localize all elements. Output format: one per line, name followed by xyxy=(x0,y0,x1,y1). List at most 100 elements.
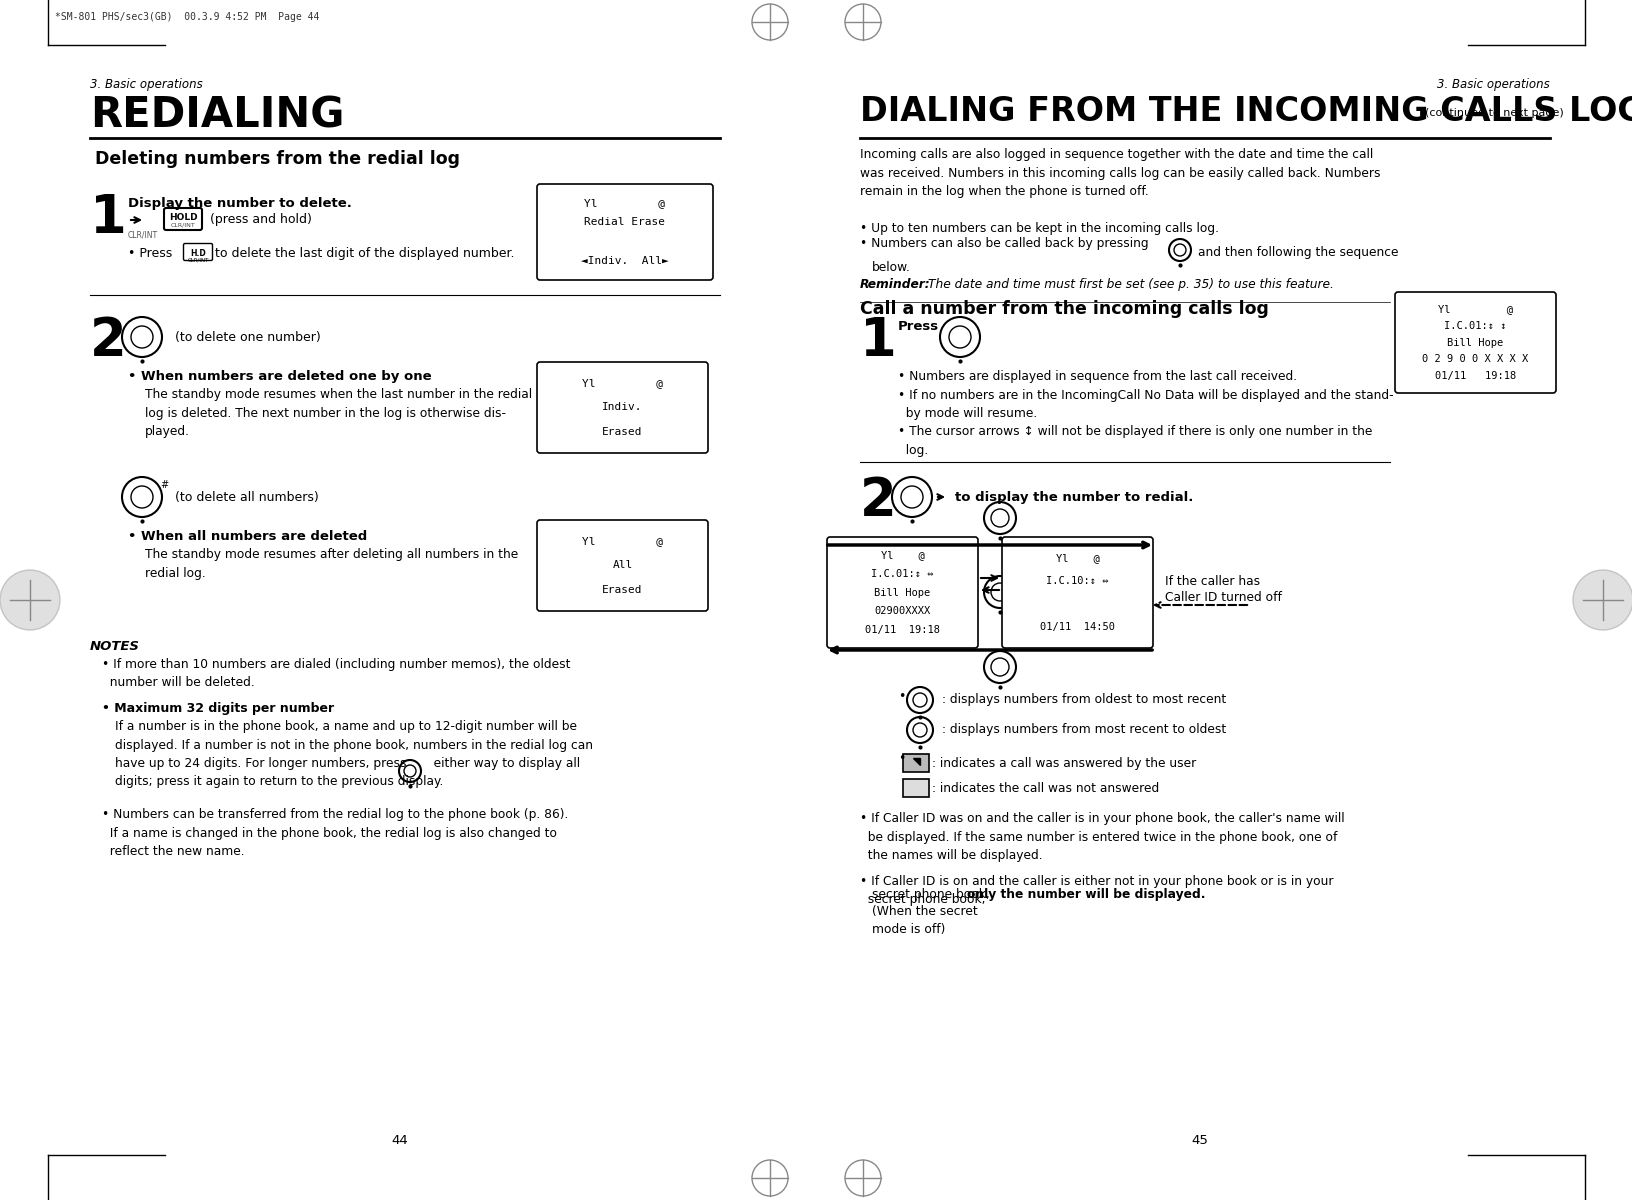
Text: Reminder:: Reminder: xyxy=(860,278,930,290)
Text: • If more than 10 numbers are dialed (including number memos), the oldest
  numb: • If more than 10 numbers are dialed (in… xyxy=(101,658,570,689)
Text: and then following the sequence: and then following the sequence xyxy=(1198,246,1397,259)
Circle shape xyxy=(1173,244,1185,256)
Text: The date and time must first be set (see p. 35) to use this feature.: The date and time must first be set (see… xyxy=(927,278,1333,290)
FancyBboxPatch shape xyxy=(537,184,713,280)
Text: 2: 2 xyxy=(860,475,896,527)
Circle shape xyxy=(752,1160,788,1196)
FancyBboxPatch shape xyxy=(826,538,978,648)
Text: : displays numbers from oldest to most recent: : displays numbers from oldest to most r… xyxy=(942,694,1226,707)
Text: 1: 1 xyxy=(860,314,896,367)
Text: *SM-801 PHS/sec3(GB)  00.3.9 4:52 PM  Page 44: *SM-801 PHS/sec3(GB) 00.3.9 4:52 PM Page… xyxy=(55,12,320,22)
Text: Yl    @: Yl @ xyxy=(880,551,924,560)
Text: (continued to next page): (continued to next page) xyxy=(1425,108,1563,118)
Circle shape xyxy=(906,686,932,713)
Text: • Numbers can also be called back by pressing: • Numbers can also be called back by pre… xyxy=(860,236,1147,250)
Text: Redial Erase: Redial Erase xyxy=(584,217,666,227)
Text: : indicates a call was answered by the user: : indicates a call was answered by the u… xyxy=(932,756,1196,769)
FancyBboxPatch shape xyxy=(902,779,929,797)
Text: • If Caller ID was on and the caller is in your phone book, the caller's name wi: • If Caller ID was on and the caller is … xyxy=(860,812,1343,862)
Circle shape xyxy=(398,760,421,782)
Text: • Numbers can be transferred from the redial log to the phone book (p. 86).
  If: • Numbers can be transferred from the re… xyxy=(101,808,568,858)
Text: Bill Hope: Bill Hope xyxy=(873,588,930,598)
Text: 2: 2 xyxy=(90,314,127,367)
Text: NOTES: NOTES xyxy=(90,640,140,653)
Text: 3. Basic operations: 3. Basic operations xyxy=(1436,78,1549,91)
Text: HOLD: HOLD xyxy=(168,212,197,222)
Text: Display the number to delete.: Display the number to delete. xyxy=(127,197,351,210)
Text: • Maximum 32 digits per number: • Maximum 32 digits per number xyxy=(101,702,335,715)
Polygon shape xyxy=(912,758,919,766)
Circle shape xyxy=(122,476,162,517)
Text: Incoming calls are also logged in sequence together with the date and time the c: Incoming calls are also logged in sequen… xyxy=(860,148,1379,198)
Text: 0 2 9 0 0 X X X X: 0 2 9 0 0 X X X X xyxy=(1421,354,1528,364)
Text: Press: Press xyxy=(898,320,938,332)
Text: • Numbers are displayed in sequence from the last call received.
• If no numbers: • Numbers are displayed in sequence from… xyxy=(898,370,1392,457)
Text: : indicates the call was not answered: : indicates the call was not answered xyxy=(932,781,1159,794)
Text: Erased: Erased xyxy=(602,427,643,437)
Circle shape xyxy=(1572,570,1632,630)
Text: If a number is in the phone book, a name and up to 12-digit number will be
displ: If a number is in the phone book, a name… xyxy=(114,720,592,788)
Circle shape xyxy=(991,509,1009,527)
Text: I.C.01:↕ ⇔: I.C.01:↕ ⇔ xyxy=(871,569,934,578)
Text: 02900XXXX: 02900XXXX xyxy=(873,606,930,616)
Circle shape xyxy=(1169,239,1190,260)
Text: Bill Hope: Bill Hope xyxy=(1446,337,1503,348)
Circle shape xyxy=(891,476,932,517)
Text: 3. Basic operations: 3. Basic operations xyxy=(90,78,202,91)
Circle shape xyxy=(403,766,416,778)
Text: Yl         @: Yl @ xyxy=(1438,305,1513,314)
FancyBboxPatch shape xyxy=(1002,538,1152,648)
Text: H.D: H.D xyxy=(189,250,206,258)
Text: All: All xyxy=(612,560,632,570)
Text: : displays numbers from most recent to oldest: : displays numbers from most recent to o… xyxy=(942,724,1226,737)
Text: Yl    @: Yl @ xyxy=(1054,553,1098,563)
Text: • Up to ten numbers can be kept in the incoming calls log.: • Up to ten numbers can be kept in the i… xyxy=(860,222,1217,235)
FancyBboxPatch shape xyxy=(1394,292,1555,392)
FancyBboxPatch shape xyxy=(537,520,708,611)
Circle shape xyxy=(912,692,927,707)
Text: Yl         @: Yl @ xyxy=(581,378,663,388)
Text: • If Caller ID is on and the caller is either not in your phone book or is in yo: • If Caller ID is on and the caller is e… xyxy=(860,875,1333,906)
Circle shape xyxy=(984,650,1015,683)
Text: secret phone book,: secret phone book, xyxy=(871,888,992,901)
Text: below.: below. xyxy=(871,260,911,274)
Text: Erased: Erased xyxy=(602,584,643,595)
Text: (to delete all numbers): (to delete all numbers) xyxy=(175,491,318,504)
Circle shape xyxy=(984,502,1015,534)
FancyBboxPatch shape xyxy=(537,362,708,452)
Text: • When numbers are deleted one by one: • When numbers are deleted one by one xyxy=(127,370,431,383)
Text: #: # xyxy=(160,480,168,490)
Text: to delete the last digit of the displayed number.: to delete the last digit of the displaye… xyxy=(215,247,514,260)
Circle shape xyxy=(901,486,922,508)
Text: Indiv.: Indiv. xyxy=(602,402,643,413)
Text: 01/11  19:18: 01/11 19:18 xyxy=(865,625,940,635)
Text: CLR/INT: CLR/INT xyxy=(170,222,196,228)
Circle shape xyxy=(940,317,979,358)
Text: Call a number from the incoming calls log: Call a number from the incoming calls lo… xyxy=(860,300,1268,318)
Text: If the caller has: If the caller has xyxy=(1164,575,1260,588)
Circle shape xyxy=(122,317,162,358)
FancyBboxPatch shape xyxy=(163,208,202,230)
Text: Caller ID turned off: Caller ID turned off xyxy=(1164,590,1281,604)
Text: DIALING FROM THE INCOMING CALLS LOG: DIALING FROM THE INCOMING CALLS LOG xyxy=(860,95,1632,128)
Text: (When the secret
mode is off): (When the secret mode is off) xyxy=(871,905,978,936)
Text: I.C.01:↕ ↕: I.C.01:↕ ↕ xyxy=(1443,320,1506,331)
Text: • Press: • Press xyxy=(127,247,171,260)
Text: REDIALING: REDIALING xyxy=(90,95,344,137)
Text: CLR/INT: CLR/INT xyxy=(188,258,209,263)
Text: Yl         @: Yl @ xyxy=(584,198,666,208)
Text: The standby mode resumes when the last number in the redial
log is deleted. The : The standby mode resumes when the last n… xyxy=(145,388,532,438)
Circle shape xyxy=(844,1160,880,1196)
Text: 01/11  14:50: 01/11 14:50 xyxy=(1040,623,1115,632)
Text: I.C.10:↕ ⇔: I.C.10:↕ ⇔ xyxy=(1046,576,1108,586)
Circle shape xyxy=(0,570,60,630)
Text: (to delete one number): (to delete one number) xyxy=(175,330,320,343)
Circle shape xyxy=(991,658,1009,676)
Circle shape xyxy=(912,722,927,737)
Text: • When all numbers are deleted: • When all numbers are deleted xyxy=(127,530,367,542)
Text: The standby mode resumes after deleting all numbers in the
redial log.: The standby mode resumes after deleting … xyxy=(145,548,517,580)
Circle shape xyxy=(991,583,1009,601)
FancyBboxPatch shape xyxy=(902,754,929,772)
Text: to display the number to redial.: to display the number to redial. xyxy=(955,491,1193,504)
Text: CLR/INT: CLR/INT xyxy=(127,230,158,239)
